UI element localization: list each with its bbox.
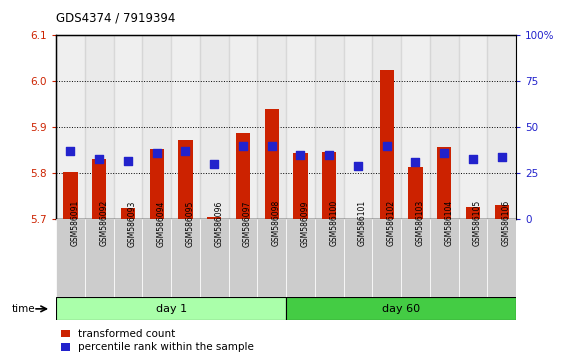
Bar (458, 35, 488, 219)
Bar (56, 35, 85, 219)
Bar (228, 35, 257, 219)
Text: time: time (11, 304, 35, 314)
Bar (322, 152, 337, 219)
Text: GSM586097: GSM586097 (243, 200, 252, 247)
Bar (257, 219, 286, 297)
Text: GSM586095: GSM586095 (186, 200, 195, 247)
Bar (401, 35, 430, 219)
Text: GSM586096: GSM586096 (214, 200, 223, 247)
Bar (200, 35, 229, 219)
Bar (495, 205, 509, 219)
Bar (56, 219, 85, 297)
Text: GSM586105: GSM586105 (473, 200, 482, 246)
Bar (315, 35, 343, 219)
Bar (488, 35, 516, 219)
Text: GDS4374 / 7919394: GDS4374 / 7919394 (56, 12, 176, 25)
Bar (236, 133, 250, 219)
Point (66, 149, 75, 154)
Bar (286, 35, 315, 219)
Bar (437, 147, 452, 219)
Bar (315, 219, 343, 297)
Bar (178, 140, 192, 219)
Text: GSM586094: GSM586094 (157, 200, 165, 247)
Bar (373, 219, 401, 297)
Bar (286, 297, 516, 320)
Bar (408, 167, 422, 219)
Text: GSM586106: GSM586106 (502, 200, 511, 246)
Bar (142, 219, 171, 297)
Bar (373, 35, 401, 219)
Point (123, 158, 132, 164)
Bar (343, 219, 373, 297)
Bar (458, 219, 488, 297)
Bar (171, 35, 200, 219)
Bar (113, 35, 142, 219)
Text: day 60: day 60 (382, 304, 420, 314)
Bar (121, 207, 135, 219)
Text: day 1: day 1 (155, 304, 187, 314)
Text: GSM586092: GSM586092 (99, 200, 108, 246)
Point (238, 143, 247, 149)
Point (353, 163, 362, 169)
Point (296, 152, 305, 158)
Point (497, 154, 506, 160)
Point (267, 143, 276, 149)
Text: GSM586103: GSM586103 (416, 200, 425, 246)
Point (468, 156, 477, 161)
Bar (150, 149, 164, 219)
Bar (171, 219, 200, 297)
Point (210, 161, 219, 167)
Bar (265, 109, 279, 219)
Bar (85, 35, 113, 219)
Point (95, 156, 104, 161)
Text: GSM586099: GSM586099 (301, 200, 310, 247)
Text: GSM586093: GSM586093 (128, 200, 137, 247)
Bar (380, 70, 394, 219)
Bar (286, 219, 315, 297)
Text: GSM586100: GSM586100 (329, 200, 338, 246)
Legend: transformed count, percentile rank within the sample: transformed count, percentile rank withi… (61, 329, 254, 352)
Text: GSM586098: GSM586098 (272, 200, 280, 246)
Point (411, 160, 420, 165)
Text: GSM586091: GSM586091 (71, 200, 80, 246)
Bar (229, 219, 257, 297)
Bar (257, 35, 286, 219)
Point (152, 150, 161, 156)
Text: GSM586102: GSM586102 (387, 200, 396, 246)
Point (181, 149, 190, 154)
Bar (85, 219, 113, 297)
Text: GSM586101: GSM586101 (358, 200, 367, 246)
Point (440, 150, 449, 156)
Bar (113, 219, 142, 297)
Bar (401, 219, 430, 297)
Bar (56, 297, 286, 320)
Bar (430, 35, 458, 219)
Bar (488, 219, 516, 297)
Point (325, 152, 334, 158)
Bar (92, 159, 107, 219)
Text: GSM586104: GSM586104 (444, 200, 453, 246)
Bar (430, 219, 459, 297)
Bar (63, 172, 77, 219)
Bar (293, 153, 307, 219)
Bar (142, 35, 171, 219)
Point (382, 143, 391, 149)
Bar (207, 217, 222, 219)
Bar (466, 207, 480, 219)
Bar (343, 35, 373, 219)
Bar (200, 219, 229, 297)
